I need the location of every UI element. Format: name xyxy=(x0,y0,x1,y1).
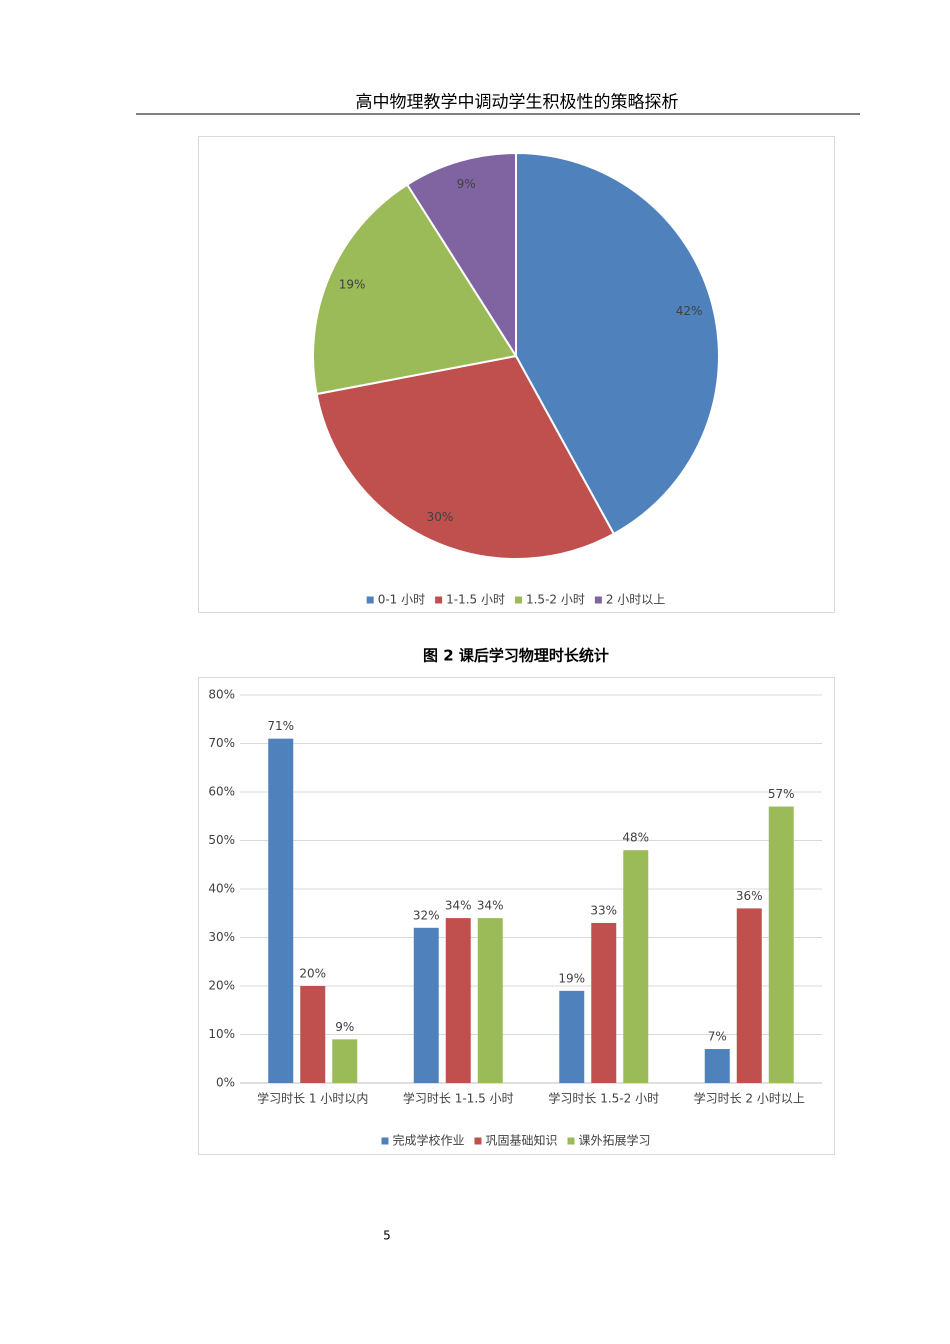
legend-label: 课外拓展学习 xyxy=(579,1133,651,1148)
data-label: 32% xyxy=(413,908,440,922)
header-title: 高中物理教学中调动学生积极性的策略探析 xyxy=(356,93,679,113)
y-tick-label: 0% xyxy=(216,1076,235,1090)
bar xyxy=(477,918,503,1083)
data-label: 48% xyxy=(622,831,649,845)
pie-slice xyxy=(312,183,518,396)
x-tick-label: 学习时长 1-1.5 小时 xyxy=(403,1091,514,1106)
bar xyxy=(268,738,294,1083)
bar xyxy=(704,1049,730,1083)
legend-swatch xyxy=(366,596,374,604)
legend-swatch xyxy=(594,596,602,604)
legend-label: 巩固基础知识 xyxy=(485,1134,557,1148)
pie-slice xyxy=(405,151,517,360)
data-label: 42% xyxy=(676,304,703,318)
data-label: 34% xyxy=(445,899,472,913)
data-label: 33% xyxy=(590,903,617,917)
legend-swatch xyxy=(381,1137,389,1145)
y-tick-label: 40% xyxy=(208,882,235,896)
bar xyxy=(736,908,762,1083)
legend-label: 0-1 小时 xyxy=(378,593,425,607)
legend-label: 1-1.5 小时 xyxy=(446,593,505,607)
bar xyxy=(445,918,471,1083)
y-tick-label: 20% xyxy=(208,979,235,993)
x-tick-label: 学习时长 2 小时以上 xyxy=(694,1091,805,1106)
page-number: 5 xyxy=(383,1229,391,1243)
legend-label: 完成学校作业 xyxy=(392,1133,464,1148)
y-tick-label: 70% xyxy=(208,736,235,750)
data-label: 20% xyxy=(299,967,326,981)
y-tick-label: 60% xyxy=(208,785,235,799)
legend-label: 1.5-2 小时 xyxy=(526,593,585,607)
data-label: 9% xyxy=(335,1020,354,1034)
bar xyxy=(768,806,794,1083)
y-tick-label: 50% xyxy=(208,833,235,847)
bar xyxy=(413,927,439,1083)
pie-slice xyxy=(315,354,616,560)
x-tick-label: 学习时长 1 小时以内 xyxy=(257,1091,368,1106)
data-label: 34% xyxy=(477,899,504,913)
y-tick-label: 80% xyxy=(208,688,235,702)
data-label: 19% xyxy=(558,971,585,985)
data-label: 9% xyxy=(457,177,476,191)
legend-swatch xyxy=(435,596,443,604)
bar xyxy=(591,922,617,1083)
bar xyxy=(559,990,585,1083)
legend-swatch xyxy=(474,1137,482,1145)
figure-caption: 图 2 课后学习物理时长统计 xyxy=(423,647,609,665)
data-label: 7% xyxy=(708,1030,727,1044)
x-tick-label: 学习时长 1.5-2 小时 xyxy=(548,1091,659,1106)
bar xyxy=(623,850,649,1083)
legend-swatch xyxy=(514,596,522,604)
legend-swatch xyxy=(567,1137,575,1145)
pie-slice xyxy=(515,151,720,536)
y-tick-label: 10% xyxy=(208,1027,235,1041)
data-label: 36% xyxy=(736,889,763,903)
data-label: 57% xyxy=(768,787,795,801)
data-label: 30% xyxy=(427,510,454,524)
bar xyxy=(300,986,326,1083)
data-label: 71% xyxy=(267,719,294,733)
legend-label: 2 小时以上 xyxy=(606,593,665,607)
data-label: 19% xyxy=(339,278,366,292)
y-tick-label: 30% xyxy=(208,930,235,944)
bar xyxy=(332,1039,358,1083)
